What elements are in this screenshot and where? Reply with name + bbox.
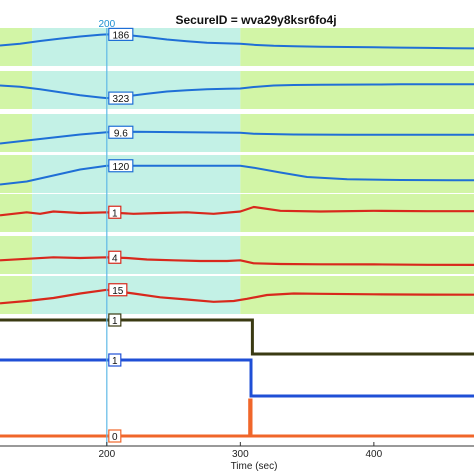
series-line-3 [0,130,474,145]
panel-separator [0,152,474,155]
cursor-value-box-frame [108,27,134,41]
panel-separator [0,193,474,194]
step-line-9 [0,358,474,398]
cursor-value-boxes: 186 323 9.6 120 1 4 15 1 1 0 [108,27,134,443]
series-traces [0,33,474,438]
cursor-value-box-frame [108,125,134,139]
cursor-value-label: 15 [112,286,124,297]
cursor-value-label: 1 [112,208,118,219]
series-line-2 [0,83,474,100]
cursor-value-box: 1 [108,313,122,327]
step-line-10 [0,398,474,438]
x-tick-label: 200 [98,449,115,460]
cursor-value-label: 9.6 [114,128,128,139]
cursor-value-box: 4 [108,250,122,264]
x-axis-ticks: 200 300 400 [98,442,383,460]
cursor-value-box-frame [108,313,122,327]
series-line-4 [0,164,474,186]
panel-separator [0,274,474,276]
cursor-value-label: 120 [112,162,129,173]
time-cursor-label: 200 [98,19,115,30]
cursor-value-box: 0 [108,429,122,443]
cursor-value-box-frame [108,91,134,105]
cursor-value-box-frame [108,429,122,443]
x-tick-label: 400 [366,449,383,460]
cursor-value-box: 120 [108,159,134,173]
cursor-value-label: 323 [112,94,129,105]
cursor-value-label: 4 [112,253,118,264]
cursor-value-box: 1 [108,353,122,367]
x-axis: 200 300 400 Time (sec) [0,442,474,472]
cursor-value-box-frame [108,250,122,264]
cursor-value-label: 1 [112,356,118,367]
cursor-value-box: 1 [108,205,122,219]
highlight-region-green [240,28,474,314]
cursor-value-box-frame [108,353,122,367]
x-axis-label: Time (sec) [231,461,278,472]
highlight-regions [0,28,474,314]
series-line-5 [0,205,474,217]
cursor-value-box: 323 [108,91,134,105]
panel-separator [0,109,474,114]
series-line-7 [0,288,474,305]
cursor-value-box: 15 [108,283,128,297]
cursor-value-label: 1 [112,316,118,327]
cursor-value-label: 186 [112,30,129,41]
panel-separator [0,66,474,71]
cursor-value-box-frame [108,159,134,173]
highlight-region-cyan [32,28,241,314]
step-line-8 [0,318,474,356]
cursor-value-box-frame [108,205,122,219]
series-line-1 [0,33,474,50]
panel-separators [0,66,474,276]
highlight-region-green [0,28,33,314]
time-cursor[interactable]: 200 [98,19,116,446]
series-line-6 [0,256,474,266]
x-tick-label: 300 [232,449,249,460]
cursor-value-box-frame [108,283,128,297]
cursor-value-label: 0 [112,432,118,443]
cursor-value-box: 9.6 [108,125,134,139]
cursor-value-box: 186 [108,27,134,41]
chart-title: SecureID = wva29y8ksr6fo4j [175,13,336,27]
panel-separator [0,232,474,236]
